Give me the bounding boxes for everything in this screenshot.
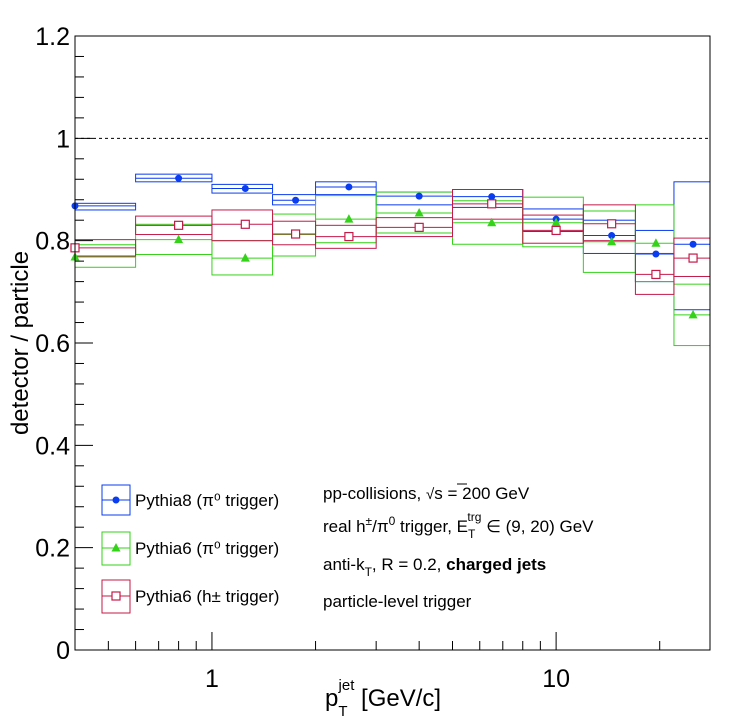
annot-jets-bold: charged jets	[446, 555, 546, 574]
y-axis-title: detector / particle	[7, 251, 34, 435]
x-axis: 1 10	[74, 632, 661, 693]
annot-jets-sub: T	[365, 565, 373, 579]
data-point-circle	[608, 232, 616, 240]
data-point-square	[290, 229, 301, 239]
legend-entry-pythia6-pi0: Pythia6 (π⁰ trigger)	[101, 531, 279, 566]
systematic-box	[375, 191, 454, 206]
systematic-boxes-layer	[74, 173, 711, 347]
x-title-sub: T	[338, 703, 347, 720]
data-point-triangle	[344, 214, 354, 223]
annot-trig-sup-b: 0	[389, 514, 396, 528]
legend-entry-pythia6-h: Pythia6 (h± trigger)	[101, 579, 279, 614]
data-point-circle	[488, 193, 496, 201]
annotation-particle-level: particle-level trigger	[323, 592, 472, 611]
data-markers-layer	[70, 174, 698, 319]
y-axis: 0 0.2 0.4 0.6 0.8 1 1.2	[35, 23, 93, 665]
data-point-triangle	[174, 234, 184, 244]
legend: Pythia8 (π⁰ trigger) Pythia6 (π⁰ trigger…	[101, 484, 279, 614]
data-point-triangle	[607, 236, 617, 246]
annot-collisions-suffix: = 200 GeV	[443, 484, 530, 503]
x-title-unit: [GeV/c]	[354, 685, 441, 712]
systematic-box	[452, 189, 524, 220]
annotation-collisions: pp-collisions, √s = 200 GeV	[323, 484, 530, 503]
systematic-box	[522, 196, 584, 248]
data-point-square	[344, 231, 354, 242]
systematic-box	[74, 202, 137, 211]
y-tick-label: 0	[56, 637, 70, 665]
data-point-square	[240, 219, 250, 229]
systematic-box	[582, 204, 636, 242]
legend-label-pythia8: Pythia8 (π⁰ trigger)	[135, 491, 279, 510]
annot-collisions-prefix: pp-collisions,	[323, 484, 426, 503]
data-point-triangle	[551, 217, 561, 227]
legend-label-pythia6-h: Pythia6 (h± trigger)	[135, 587, 279, 606]
x-tick-label: 1	[205, 665, 219, 693]
x-title-main: p	[325, 685, 338, 712]
annot-trig-a: real h	[323, 517, 366, 536]
legend-label-pythia6-pi0: Pythia6 (π⁰ trigger)	[135, 539, 279, 558]
data-point-square	[487, 199, 497, 209]
x-axis-title: pTjet [GeV/c]	[325, 677, 441, 720]
data-point-square	[651, 269, 661, 280]
y-tick-label: 0.4	[35, 432, 70, 460]
systematic-box	[375, 191, 454, 234]
data-point-square	[607, 219, 617, 229]
legend-entry-pythia8-pi0: Pythia8 (π⁰ trigger)	[101, 484, 279, 516]
data-point-circle	[241, 184, 249, 192]
annot-trig-sub-c: T	[468, 527, 476, 541]
x-tick-label: 10	[542, 665, 570, 693]
annot-trig-sup-c: trg	[467, 510, 481, 524]
data-point-square	[414, 222, 424, 232]
annot-sqrt-arg: s	[434, 484, 443, 503]
data-point-circle	[292, 196, 300, 204]
annot-trig-d: ∈ (9, 20) GeV	[481, 517, 594, 536]
data-point-circle	[415, 192, 423, 200]
annot-trig-b: /π	[372, 517, 388, 536]
data-point-circle	[689, 240, 697, 248]
annot-trig-c: trigger, E	[395, 517, 468, 536]
data-point-triangle	[688, 309, 698, 319]
annot-jets-a: anti-k	[323, 555, 365, 574]
data-point-triangle	[414, 208, 424, 217]
systematic-box	[315, 181, 377, 196]
y-tick-label: 0.6	[35, 330, 70, 358]
y-tick-label: 0.8	[35, 228, 70, 256]
annot-jets-b: , R = 0.2,	[372, 555, 446, 574]
data-point-triangle	[487, 217, 497, 227]
y-tick-label: 1.2	[35, 23, 70, 51]
annotations: pp-collisions, √s = 200 GeV real h±/π0 t…	[323, 483, 594, 611]
annotation-trigger: real h±/π0 trigger, ETtrg ∈ (9, 20) GeV	[323, 510, 594, 541]
sqrt-radical: √	[426, 486, 435, 503]
data-point-circle	[175, 174, 183, 182]
annot-trig-sup-a: ±	[366, 514, 373, 528]
data-point-square	[688, 253, 698, 263]
legend-marker-circle	[112, 496, 120, 504]
legend-marker-triangle	[111, 543, 121, 552]
data-point-circle	[345, 183, 353, 191]
data-point-circle	[652, 250, 660, 258]
annotation-jets: anti-kT, R = 0.2, charged jets	[323, 555, 546, 579]
x-title-sup: jet	[338, 677, 356, 694]
legend-marker-open-square	[111, 591, 121, 601]
y-tick-label: 0.2	[35, 535, 70, 563]
y-tick-label: 1	[56, 125, 70, 153]
data-point-triangle	[651, 238, 661, 247]
data-point-triangle	[240, 253, 250, 262]
data-point-square	[551, 225, 561, 236]
data-point-square	[174, 220, 184, 230]
